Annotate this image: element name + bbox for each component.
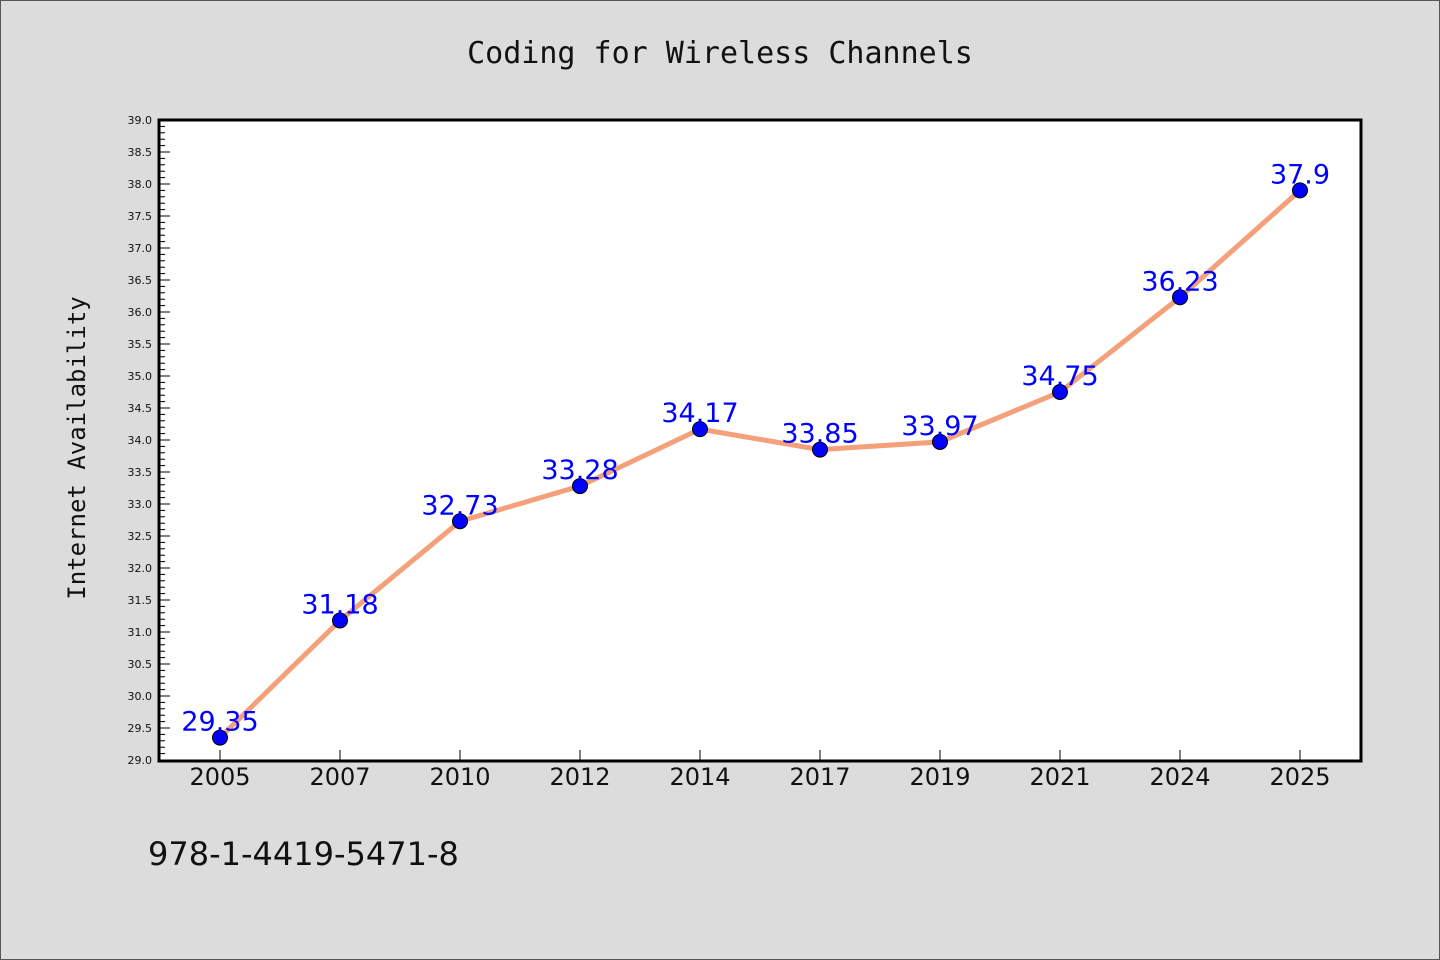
data-point-marker: [332, 612, 348, 629]
y-tick-label: 35.5: [128, 338, 153, 351]
x-tick-label: 2012: [549, 763, 610, 791]
series-line-group: [217, 187, 1303, 741]
y-tick-label: 37.0: [128, 242, 153, 255]
y-tick-label: 36.5: [128, 274, 153, 287]
data-label: 36.23: [1141, 266, 1218, 297]
y-axis-label: Internet Availability: [63, 296, 91, 599]
x-tick-label: 2024: [1149, 763, 1210, 791]
data-point-marker: [692, 421, 708, 438]
y-tick-label: 31.5: [128, 594, 153, 607]
data-point-marker: [1052, 384, 1068, 400]
y-axis: 29.0 29.5 30.0 30.5 31.0 31.5 32.0 32.5 33.0 33.5…: [128, 114, 170, 767]
y-tick-label: 33.0: [128, 498, 153, 511]
data-label: 34.17: [661, 398, 738, 429]
data-point-marker: [1172, 289, 1188, 306]
x-tick-label: 2025: [1269, 763, 1330, 791]
x-tick-label: 2021: [1029, 763, 1090, 791]
data-point-marker: [572, 478, 588, 495]
y-tick-label: 30.5: [128, 658, 153, 671]
data-point-marker: [212, 729, 228, 746]
y-tick-label: 38.0: [128, 178, 153, 191]
y-tick-label: 32.5: [128, 530, 153, 543]
data-point-marker: [932, 433, 948, 450]
x-tick-label: 2017: [789, 763, 850, 791]
x-tick-label: 2010: [429, 763, 490, 791]
y-tick-label: 33.5: [128, 466, 153, 479]
data-point-marker: [812, 441, 828, 458]
x-tick-label: 2007: [309, 763, 370, 791]
y-tick-label: 34.5: [128, 402, 153, 415]
y-tick-label: 30.0: [128, 690, 153, 703]
y-tick-label: 39.0: [128, 114, 153, 127]
y-tick-label: 37.5: [128, 210, 153, 223]
isbn-text: 978-1-4419-5471-8: [148, 835, 459, 873]
data-point-marker: [452, 513, 468, 530]
marker-group: [212, 182, 1308, 746]
y-tick-label: 29.0: [128, 754, 153, 767]
data-label: 32.73: [421, 490, 498, 521]
y-tick-label: 35.0: [128, 370, 153, 383]
y-tick-label: 32.0: [128, 562, 153, 575]
data-label: 33.28: [541, 455, 618, 486]
x-tick-label: 2014: [669, 763, 730, 791]
data-label: 33.97: [901, 411, 978, 442]
data-point-marker: [1292, 182, 1308, 199]
x-tick-label: 2019: [909, 763, 970, 791]
data-label: 29.35: [181, 707, 258, 738]
data-label-group: 29.35 31.18 32.73 33.28 34.17 33.85 33.97 34.75…: [181, 159, 1330, 737]
chart-title: Coding for Wireless Channels: [467, 36, 973, 71]
series-line: [217, 187, 1303, 741]
x-axis: 2005 2007 2010 2012 2014 2017 2019 2021 2024 2025: [189, 750, 1331, 791]
data-label: 31.18: [301, 589, 378, 620]
y-tick-label: 34.0: [128, 434, 153, 447]
data-label: 33.85: [781, 419, 858, 450]
y-tick-label: 38.5: [128, 146, 153, 159]
y-tick-label: 29.5: [128, 722, 153, 735]
y-tick-label: 31.0: [128, 626, 153, 639]
y-tick-label: 36.0: [128, 306, 153, 319]
data-label: 37.9: [1270, 159, 1330, 190]
data-label: 34.75: [1021, 361, 1098, 392]
x-tick-label: 2005: [189, 763, 250, 791]
